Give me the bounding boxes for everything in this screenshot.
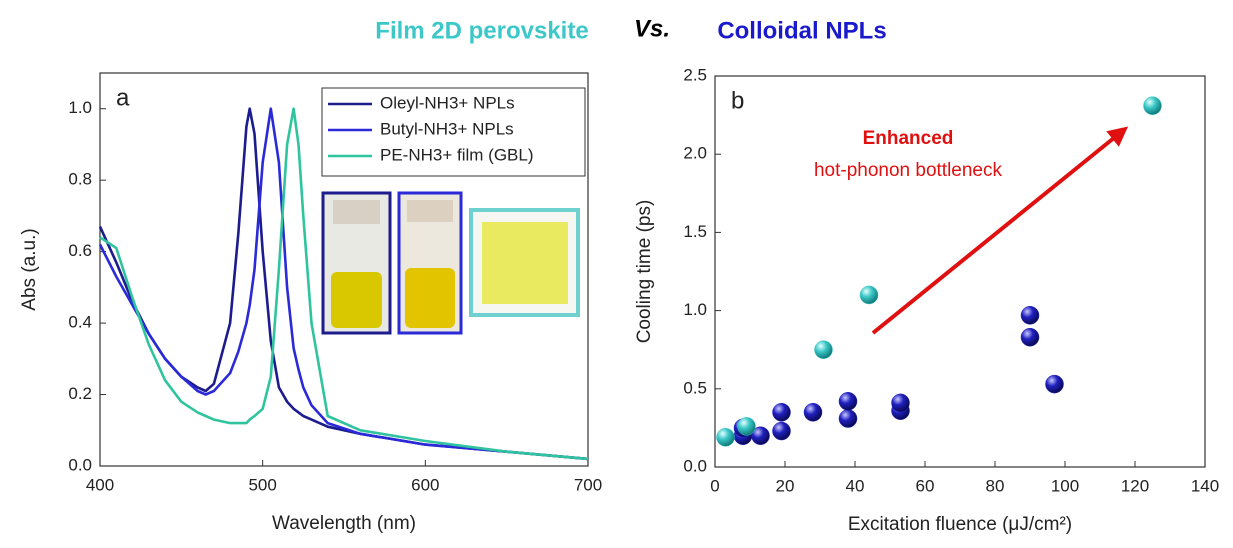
spectrum-line bbox=[99, 107, 589, 461]
x-tick-label: 60 bbox=[916, 476, 935, 495]
vial-liquid bbox=[331, 272, 382, 328]
data-point bbox=[1143, 96, 1162, 115]
data-point bbox=[751, 426, 770, 445]
header-vs: Vs. bbox=[634, 15, 670, 42]
x-axis-label: Excitation fluence (μJ/cm²) bbox=[848, 514, 1072, 535]
data-point bbox=[772, 421, 791, 441]
annotation: hot-phonon bottleneck bbox=[814, 160, 1003, 181]
x-tick-label: 100 bbox=[1051, 476, 1079, 495]
plot-frame bbox=[99, 72, 589, 467]
y-tick-label: 0.0 bbox=[683, 456, 707, 475]
legend-box bbox=[321, 87, 586, 177]
y-tick-label: 0.8 bbox=[68, 170, 92, 189]
y-tick-label: 0.5 bbox=[683, 378, 707, 397]
legend-label: Butyl-NH3+ NPLs bbox=[380, 119, 514, 138]
data-point bbox=[814, 340, 833, 359]
panel-label: b bbox=[731, 87, 744, 114]
y-tick-label: 0.6 bbox=[68, 241, 92, 260]
legend-label: Oleyl-NH3+ NPLs bbox=[380, 93, 515, 112]
y-axis-label: Cooling time (ps) bbox=[634, 200, 655, 344]
y-tick-label: 2.5 bbox=[683, 65, 707, 84]
y-tick-label: 0.2 bbox=[68, 384, 92, 403]
y-tick-label: 1.5 bbox=[683, 222, 707, 241]
x-tick-label: 140 bbox=[1191, 476, 1219, 495]
y-axis-label: Abs (a.u.) bbox=[19, 228, 40, 310]
legend-label: PE-NH3+ film (GBL) bbox=[380, 145, 534, 164]
data-point bbox=[716, 428, 735, 447]
y-tick-label: 0.4 bbox=[68, 313, 92, 332]
header-right: Colloidal NPLs bbox=[717, 17, 886, 44]
x-tick-label: 500 bbox=[248, 475, 276, 494]
data-point bbox=[838, 392, 858, 411]
film bbox=[482, 222, 568, 304]
x-tick-label: 80 bbox=[986, 476, 1005, 495]
vial-cap bbox=[407, 200, 453, 222]
x-tick-label: 120 bbox=[1121, 476, 1149, 495]
data-point bbox=[1020, 306, 1040, 325]
inset-photos bbox=[321, 191, 580, 335]
x-tick-label: 20 bbox=[776, 476, 795, 495]
data-point bbox=[772, 403, 791, 422]
y-tick-label: 1.0 bbox=[68, 98, 92, 117]
x-tick-label: 600 bbox=[411, 475, 439, 494]
y-tick-label: 0.0 bbox=[68, 455, 92, 474]
x-tick-label: 40 bbox=[846, 476, 865, 495]
data-point bbox=[838, 409, 858, 428]
annotation: Enhanced bbox=[863, 128, 954, 149]
x-tick-label: 0 bbox=[710, 476, 719, 495]
trend-arrow bbox=[871, 126, 1129, 335]
vial-cap bbox=[333, 200, 380, 224]
data-point bbox=[1020, 327, 1040, 347]
y-tick-label: 1.0 bbox=[683, 300, 707, 319]
header-left: Film 2D perovskite bbox=[375, 17, 588, 44]
x-tick-label: 700 bbox=[574, 475, 602, 494]
plot-frame bbox=[714, 75, 1206, 468]
data-point bbox=[803, 403, 823, 422]
data-point bbox=[891, 393, 910, 413]
x-axis-label: Wavelength (nm) bbox=[272, 513, 416, 534]
panel-label: a bbox=[116, 84, 130, 111]
vial-liquid bbox=[405, 268, 455, 328]
y-tick-label: 2.0 bbox=[683, 144, 707, 163]
data-point bbox=[1045, 374, 1064, 394]
data-point bbox=[737, 417, 756, 436]
x-tick-label: 400 bbox=[86, 475, 114, 494]
spectrum-line bbox=[98, 107, 589, 461]
data-point bbox=[859, 285, 879, 305]
